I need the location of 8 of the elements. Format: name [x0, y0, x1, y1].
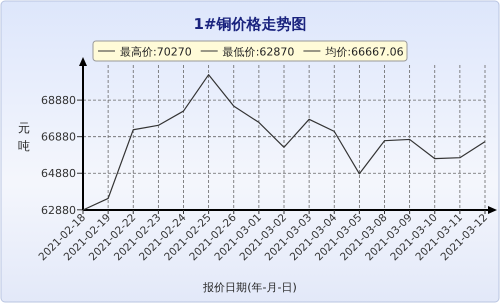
x-axis-title: 报价日期(年-月-日)	[202, 281, 297, 294]
chart-title: 1#铜价格走势图	[193, 15, 307, 33]
y-tick-label: 68880	[41, 94, 76, 108]
info-box: 最高价:70270 最低价:62870 均价:66667.06	[92, 40, 408, 62]
y-axis-title: 元吨	[18, 121, 30, 153]
y-tick-label: 62880	[41, 204, 76, 217]
y-tick-label: 66880	[41, 130, 76, 144]
y-tick-label: 64880	[41, 167, 76, 180]
